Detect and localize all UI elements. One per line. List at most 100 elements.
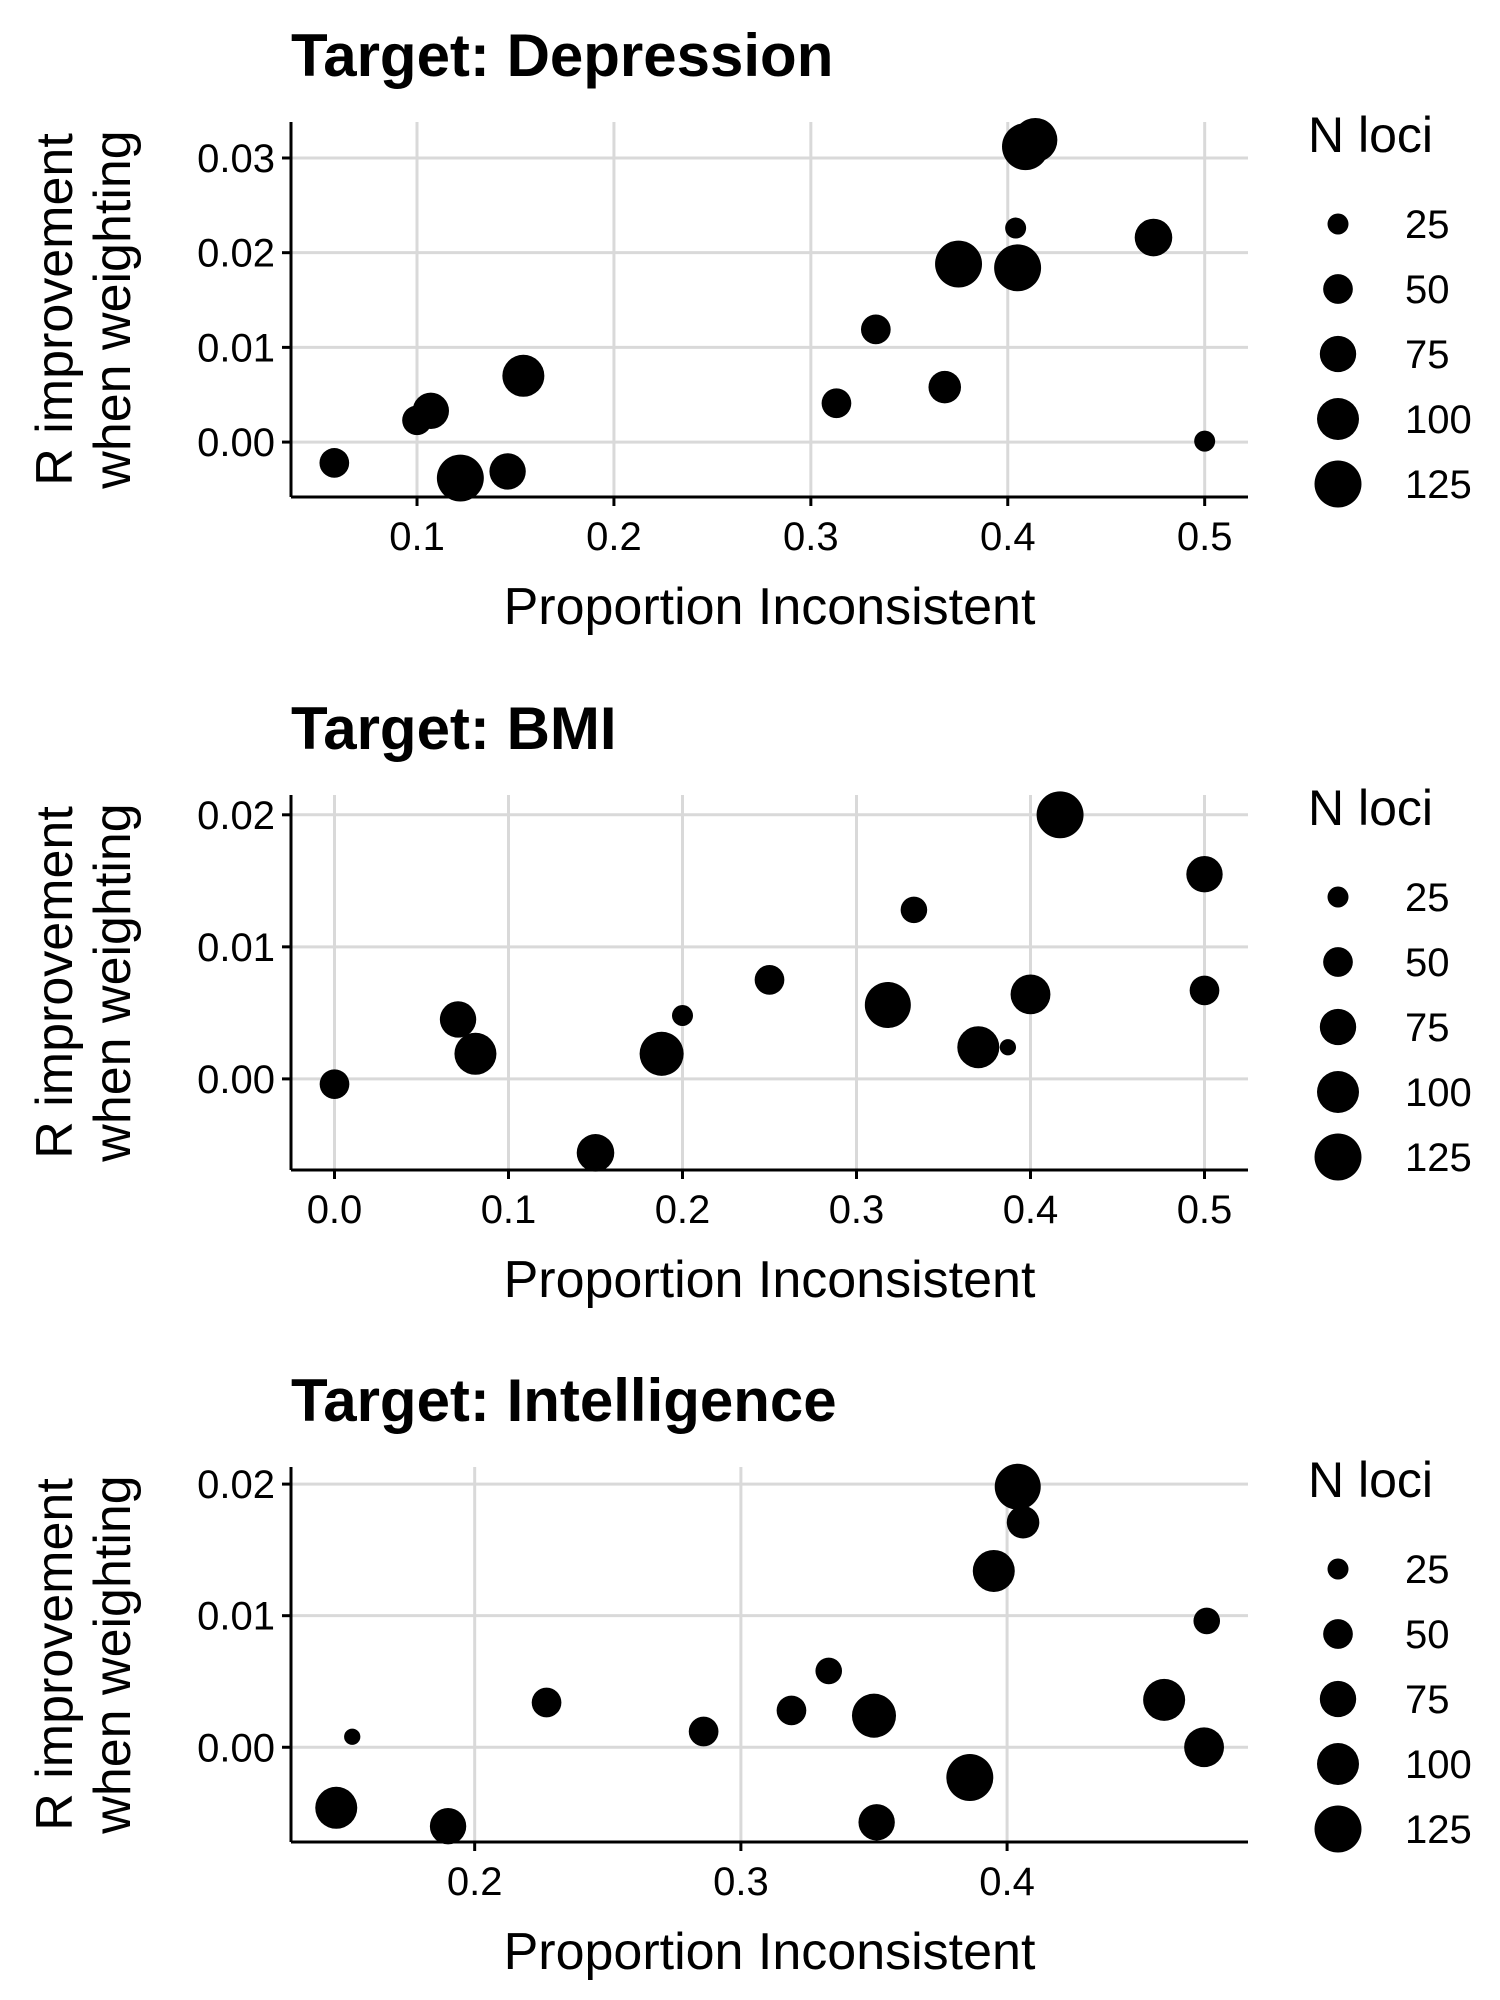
y-axis-title: R improvementwhen weighting (26, 803, 142, 1162)
data-point (412, 392, 449, 430)
legend-title: N loci (1308, 780, 1433, 836)
y-tick-label: 0.03 (197, 137, 275, 181)
data-point (531, 1687, 562, 1718)
x-tick-label: 0.3 (783, 515, 839, 559)
data-point (1013, 117, 1058, 163)
data-point (928, 370, 962, 404)
panel-1: Target: Depression 0.1 0.2 0.3 0.4 0.5 0.00 0.0… (26, 22, 1472, 636)
legend-key (1319, 335, 1357, 373)
data-point (489, 453, 526, 490)
y-axis-title-line: when weighting (84, 803, 142, 1162)
x-axis-title: Proportion Inconsistent (504, 578, 1036, 636)
legend-key (1317, 1743, 1359, 1785)
data-point (1134, 218, 1173, 257)
legend-label: 25 (1405, 1548, 1450, 1592)
data-point (815, 1657, 843, 1685)
y-axis-title-line: R improvement (26, 133, 84, 486)
legend-key (1319, 1008, 1357, 1046)
x-axis-title: Proportion Inconsistent (504, 1923, 1036, 1981)
data-point (1194, 430, 1216, 452)
x-tick-label: 0.5 (1177, 1188, 1233, 1232)
legend-key (1323, 274, 1353, 304)
y-tick-label: 0.02 (197, 794, 275, 838)
legend-title: N loci (1308, 1452, 1433, 1508)
legend-label: 75 (1405, 1006, 1450, 1050)
data-point (1005, 217, 1027, 239)
legend-label: 125 (1405, 463, 1472, 507)
x-tick-label: 0.4 (979, 1860, 1035, 1904)
data-point (502, 354, 545, 397)
data-point (576, 1134, 615, 1172)
x-tick-label: 0.0 (307, 1188, 363, 1232)
y-tick-label: 0.01 (197, 326, 275, 370)
legend-label: 50 (1405, 941, 1450, 985)
legend-title: N loci (1308, 107, 1433, 163)
data-point (1189, 975, 1220, 1006)
x-tick-label: 0.2 (655, 1188, 711, 1232)
x-tick-label: 0.4 (1003, 1188, 1059, 1232)
data-point (1143, 1678, 1186, 1721)
legend-label: 125 (1405, 1808, 1472, 1852)
panel-3: Target: Intelligence 0.2 0.3 0.4 0.00 0.01 0.0… (26, 1367, 1472, 1981)
data-point (972, 1549, 1015, 1592)
legend-label: 100 (1405, 398, 1472, 442)
data-point (672, 1005, 693, 1027)
data-point (821, 388, 852, 419)
x-tick-label: 0.4 (980, 515, 1036, 559)
legend-key (1314, 460, 1362, 508)
data-point (1036, 791, 1084, 839)
data-point (860, 314, 891, 345)
legend-key (1327, 886, 1349, 908)
chart-title: Target: Intelligence (291, 1367, 837, 1434)
panel-2: Target: BMI 0.0 0.1 0.2 0.3 0.4 0.5 0.00 0.01 0.0… (26, 695, 1472, 1309)
data-point (319, 1069, 350, 1100)
data-point (639, 1031, 684, 1076)
data-point (999, 1039, 1017, 1056)
legend-label: 50 (1405, 268, 1450, 312)
legend: N loci 25 50 75 100 125 (1308, 780, 1472, 1181)
data-point (858, 1804, 895, 1841)
legend-key (1314, 1805, 1362, 1853)
data-point (776, 1695, 807, 1726)
y-tick-label: 0.00 (197, 421, 275, 465)
chart-title: Target: BMI (291, 695, 617, 762)
legend-key (1323, 947, 1353, 977)
y-tick-label: 0.02 (197, 232, 275, 276)
data-point (1010, 974, 1051, 1015)
legend-label: 75 (1405, 333, 1450, 377)
legend-label: 100 (1405, 1743, 1472, 1787)
x-tick-label: 0.2 (447, 1860, 503, 1904)
x-tick-label: 0.2 (586, 515, 642, 559)
y-tick-label: 0.02 (197, 1463, 275, 1507)
y-axis-title-line: when weighting (84, 1475, 142, 1834)
legend-label: 125 (1405, 1136, 1472, 1180)
legend-key (1317, 1071, 1359, 1113)
data-point (935, 240, 983, 288)
legend-label: 25 (1405, 203, 1450, 247)
legend: N loci 25 50 75 100 125 (1308, 107, 1472, 508)
x-tick-label: 0.5 (1177, 515, 1233, 559)
legend-key (1314, 1133, 1362, 1181)
y-tick-label: 0.01 (197, 926, 275, 970)
legend-key (1327, 213, 1349, 235)
y-tick-label: 0.01 (197, 1595, 275, 1639)
legend-label: 25 (1405, 876, 1450, 920)
data-point (946, 1754, 994, 1802)
legend-key (1327, 1558, 1349, 1580)
data-point (957, 1026, 1000, 1069)
data-point (1186, 856, 1223, 893)
y-axis-title: R improvementwhen weighting (26, 130, 142, 489)
legend-label: 75 (1405, 1678, 1450, 1722)
data-point (1006, 1505, 1040, 1539)
y-axis-title: R improvementwhen weighting (26, 1475, 142, 1834)
legend-label: 100 (1405, 1071, 1472, 1115)
data-point (436, 454, 484, 502)
data-point (994, 244, 1042, 292)
y-tick-label: 0.00 (197, 1726, 275, 1770)
data-point (688, 1716, 719, 1747)
legend-label: 50 (1405, 1613, 1450, 1657)
data-point (439, 1001, 477, 1038)
data-point (319, 448, 350, 478)
x-tick-label: 0.3 (829, 1188, 885, 1232)
